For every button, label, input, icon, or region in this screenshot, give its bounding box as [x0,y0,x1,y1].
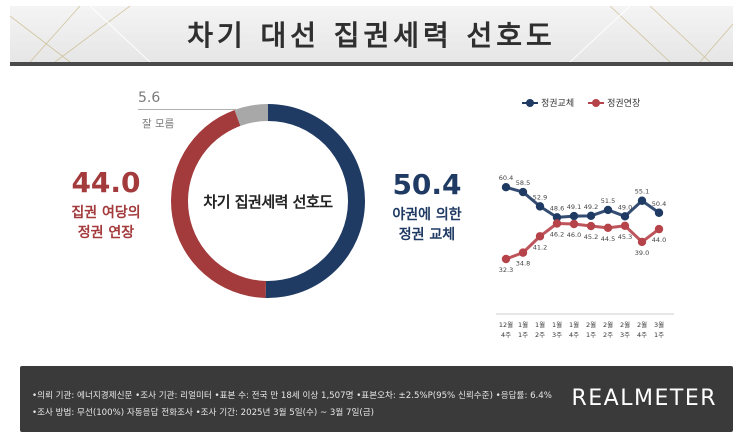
series-0-label-6: 51.5 [601,197,615,205]
x-tick-label-8-1: 4주 [637,331,647,339]
ruling-label: 집권 여당의 정권 연장 [48,203,164,243]
x-tick-label-9-1: 1주 [654,331,664,339]
page-title: 차기 대선 집권세력 선호도 [187,19,556,52]
series-0-point-8 [637,196,647,205]
series-1-label-8: 39.0 [635,249,649,257]
series-1-label-5: 45.2 [584,233,598,241]
legend-marker-opposition [522,98,538,107]
series-1-point-5 [586,221,596,231]
x-tick-label-3-1: 3주 [552,331,562,339]
series-0-label-4: 49.1 [567,203,581,211]
x-tick-label-5-1: 1주 [586,331,596,339]
trend-legend: 정권교체 정권연장 [522,96,640,109]
series-1-label-6: 44.5 [601,235,615,243]
series-1-label-7: 45.3 [618,233,632,241]
donut-segment-unknown [234,104,268,126]
ruling-value: 44.0 [71,166,141,199]
donut-segment-opposition [265,104,366,298]
donut-svg [171,104,366,298]
x-tick-label-4-1: 4주 [569,331,579,339]
series-1-label-1: 34.8 [516,260,530,268]
x-tick-label-9-0: 3월 [654,320,664,329]
x-tick-label-2-0: 1월 [535,320,545,329]
series-1-point-0 [501,254,511,264]
x-tick-label-0-1: 4주 [501,331,511,339]
ruling-label-line1: 집권 여당의 [71,205,141,221]
series-0-point-1 [518,187,528,197]
survey-info-line-1: •의뢰 기관: 에너지경제신문 •조사 기관: 리얼미터 •표본 수: 전국 만… [32,391,552,401]
x-tick-label-7-1: 3주 [620,331,630,339]
series-1-point-9 [654,224,664,234]
series-0-point-7 [620,212,630,221]
series-0-label-0: 60.4 [499,174,513,182]
ruling-label-line2: 정권 연장 [77,225,135,241]
series-0-label-8: 55.1 [635,188,649,196]
series-0-label-9: 50.4 [652,200,666,208]
donut-chart: 차기 집권세력 선호도 [170,103,366,299]
series-1-point-1 [518,248,528,257]
unknown-value: 5.6 [138,90,161,106]
unknown-leader-line [138,109,236,110]
series-0-label-3: 48.6 [550,204,564,212]
series-1-label-0: 32.3 [499,266,513,274]
series-1-point-4 [569,219,579,229]
series-0-label-7: 49.0 [618,203,632,211]
legend-dot-opposition [526,98,534,107]
series-0-point-2 [535,202,545,211]
x-tick-label-4-0: 1월 [569,320,579,329]
x-tick-label-6-1: 2주 [603,331,613,339]
series-0-point-6 [603,205,613,215]
series-1-point-8 [637,237,647,247]
title-underline [10,62,733,66]
opposition-label-line2: 정권 교체 [398,227,456,243]
trend-line-chart: 60.458.552.948.6 49.1 49.251.549.055.150.4… [496,174,674,339]
donut-center-label: 차기 집권세력 선호도 [203,192,333,211]
survey-info-footer: •의뢰 기관: 에너지경제신문 •조사 기관: 리얼미터 •표본 수: 전국 만… [20,366,733,432]
series-0-point-4 [569,211,579,221]
x-tick-label-0-0: 12월 [499,320,513,329]
series-0-point-3 [552,213,562,222]
series-1-label-9: 44.0 [652,236,666,244]
x-tick-label-5-0: 2월 [586,320,596,329]
series-1-label-3: 46.2 [550,230,564,238]
legend-marker-ruling [588,98,605,107]
series-0-label-5: 49.2 [584,203,598,211]
series-1-point-2 [535,232,545,241]
legend-item-opposition: 정권교체 [522,96,574,109]
survey-info-line-2: •조사 방법: 무선(100%) 자동응답 전화조사 •조사 기간: 2025년… [32,408,374,418]
series-0-label-1: 58.5 [516,179,530,187]
series-0-label-2: 52.9 [533,193,547,201]
legend-label-ruling: 정권연장 [607,99,641,109]
series-line-1 [505,221,660,261]
title-banner: 차기 대선 집권세력 선호도 [10,6,733,62]
x-tick-label-7-0: 2월 [620,320,630,329]
series-line-0 [505,185,660,219]
realmeter-logo: REALMETER [571,386,717,411]
x-tick-label-6-0: 2월 [603,320,613,329]
series-1-point-3 [552,219,562,228]
series-0-point-5 [586,211,596,221]
donut-segment-ruling [171,109,266,298]
series-0-point-0 [501,183,511,192]
series-1-label-2: 41.2 [533,243,547,251]
opposition-label-line1: 야권에 의한 [392,207,462,223]
x-tick-label-8-0: 2월 [637,320,647,329]
legend-dot-ruling [592,98,601,107]
series-1-point-6 [603,223,613,233]
x-tick-label-3-0: 1월 [552,320,562,329]
x-tick-label-2-1: 2주 [535,331,545,339]
x-tick-label-1-1: 1주 [518,331,528,339]
series-0-point-9 [654,208,664,217]
series-1-label-4: 46.0 [567,231,581,239]
opposition-label: 야권에 의한 정권 교체 [372,205,482,245]
banner-decoration [10,6,733,62]
series-1-point-7 [620,221,630,230]
unknown-label: 잘 모름 [142,118,175,130]
opposition-value: 50.4 [392,168,462,201]
legend-item-ruling: 정권연장 [588,96,640,109]
legend-label-opposition: 정권교체 [541,99,575,109]
x-tick-label-1-0: 1월 [518,320,528,329]
